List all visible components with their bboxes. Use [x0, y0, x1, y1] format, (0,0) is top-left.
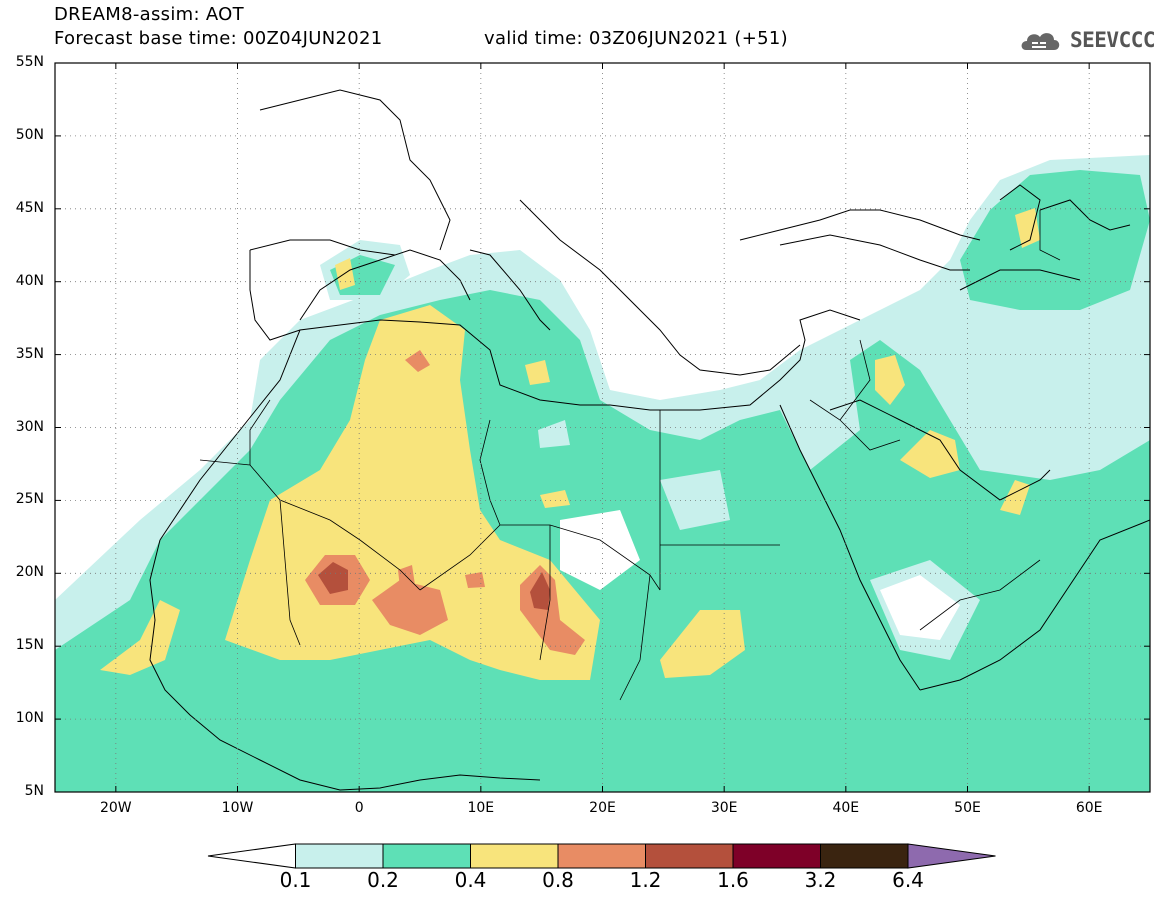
- valid-time: valid time: 03Z06JUN2021 (+51): [484, 28, 788, 49]
- lat-tick-label: 20N: [15, 564, 44, 581]
- lat-tick-label: 5N: [24, 783, 44, 799]
- tick-marks: [55, 62, 1150, 793]
- colorbar-box: [557, 843, 646, 869]
- lat-tick-label: 40N: [15, 272, 44, 289]
- lat-tick-label: 15N: [15, 637, 44, 654]
- colorbar-box: [820, 843, 909, 869]
- lat-tick-label: 55N: [15, 54, 44, 70]
- lon-tick-label: 20E: [589, 800, 616, 816]
- lon-tick-label: 30E: [710, 800, 738, 816]
- lon-tick-label: 0: [354, 800, 364, 816]
- cloud-logo-icon: [1021, 33, 1060, 50]
- model-title: DREAM8-assim: AOT: [54, 4, 244, 25]
- colorbar-level-label: 1.6: [717, 868, 749, 892]
- colorbar-level-label: 3.2: [804, 868, 837, 892]
- lon-tick-label: 10E: [467, 800, 495, 816]
- lon-tick-label: 50E: [954, 800, 981, 816]
- base-time: Forecast base time: 00Z04JUN2021: [54, 28, 383, 49]
- coastlines: [149, 89, 1150, 791]
- colorbar-over-triangle: [907, 843, 996, 869]
- colorbar-level-label: 0.2: [367, 868, 399, 892]
- lat-tick-label: 10N: [15, 710, 44, 727]
- aot-shading: [55, 63, 1150, 792]
- lat-tick-label: 45N: [15, 199, 44, 216]
- lon-tick-label: 10W: [221, 800, 254, 816]
- colorbar-level-label: 1.2: [629, 868, 662, 892]
- logo-text: SEEVCCC: [1070, 28, 1156, 52]
- colorbar-box: [470, 843, 559, 869]
- colorbar-under-triangle: [207, 843, 296, 869]
- lat-tick-label: 25N: [15, 491, 44, 508]
- lon-tick-label: 40E: [832, 800, 860, 816]
- colorbar: [207, 843, 996, 869]
- lon-tick-label: 60E: [1075, 800, 1103, 816]
- lat-tick-label: 30N: [15, 418, 44, 435]
- lat-tick-label: 35N: [15, 345, 44, 362]
- colorbar-box: [295, 843, 384, 869]
- colorbar-box: [382, 843, 471, 869]
- colorbar-level-label: 6.4: [892, 868, 924, 892]
- lat-tick-label: 50N: [15, 126, 44, 143]
- colorbar-level-label: 0.4: [454, 868, 487, 892]
- lon-tick-label: 20W: [99, 800, 132, 816]
- colorbar-level-label: 0.1: [279, 868, 312, 892]
- colorbar-box: [645, 843, 734, 869]
- colorbar-level-label: 0.8: [542, 868, 574, 892]
- colorbar-box: [732, 843, 821, 869]
